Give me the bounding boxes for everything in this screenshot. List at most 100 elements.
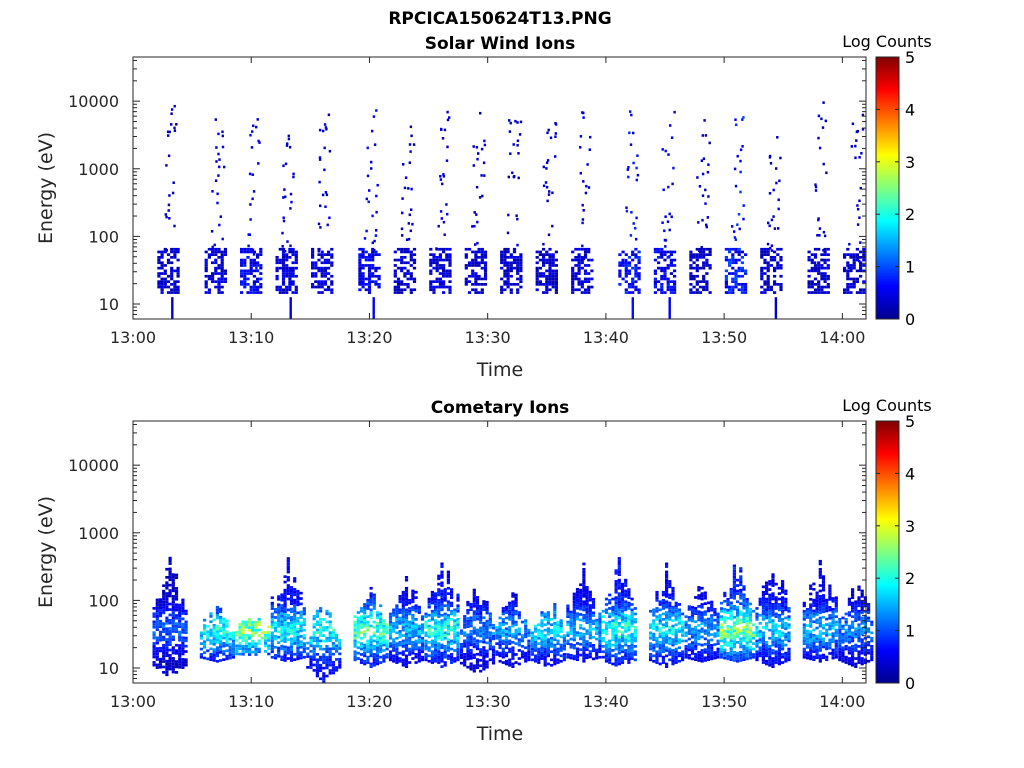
spectrogram-cell (472, 596, 476, 600)
spectrogram-cell (356, 619, 360, 622)
spectrogram-cell (633, 628, 637, 632)
spectrogram-cell (527, 658, 531, 662)
spectrogram-cell (739, 575, 743, 578)
spectrogram-cell (281, 269, 286, 273)
spectrogram-cell (472, 599, 476, 603)
spectrogram-cell (414, 596, 418, 599)
spectrogram-cell (542, 272, 546, 275)
spectrogram-cell (395, 618, 399, 621)
spectrogram-cell (293, 617, 297, 621)
spectrogram-cell (706, 623, 711, 626)
spectrogram-cell (535, 274, 539, 278)
spectrogram-cell (323, 269, 327, 273)
spectrogram-cell (742, 116, 745, 119)
spectrogram-cell (395, 612, 399, 616)
spectrogram-cell (608, 599, 612, 602)
spectrogram-cell (514, 628, 518, 632)
spectrogram-cell (509, 121, 512, 125)
spectrogram-cell (745, 598, 749, 601)
spectrogram-cell (652, 632, 656, 636)
spectrogram-cell (434, 659, 438, 663)
spectrogram-cell (580, 256, 584, 259)
spectrogram-cell (270, 615, 274, 618)
spectrogram-cell (534, 624, 538, 628)
spectrogram-cell (480, 250, 484, 254)
spectrogram-cell (614, 653, 618, 656)
spectrogram-cell (611, 654, 615, 658)
spectrogram-cell (773, 227, 777, 230)
spectrogram-cell (437, 650, 441, 654)
spectrogram-cell (366, 647, 370, 651)
spectrogram-cell (761, 634, 765, 637)
spectrogram-cell (846, 285, 850, 289)
spectrogram-cell (768, 607, 772, 610)
spectrogram-cell (366, 174, 370, 178)
spectrogram-cell (737, 266, 741, 270)
spectrogram-cell (731, 277, 735, 281)
spectrogram-cell (742, 596, 746, 599)
spectrogram-cell (353, 623, 357, 627)
spectrogram-cell (251, 130, 254, 133)
spectrogram-cell (475, 606, 480, 610)
spectrogram-cell (731, 247, 735, 251)
spectrogram-cell (260, 631, 264, 634)
spectrogram-cell (364, 258, 368, 262)
spectrogram-cell (658, 632, 662, 636)
spectrogram-cell (684, 647, 688, 651)
spectrogram-cell (710, 644, 714, 647)
spectrogram-cell (849, 269, 853, 273)
spectrogram-cell (474, 243, 477, 246)
spectrogram-cell (515, 214, 518, 217)
spectrogram-cell (315, 644, 319, 648)
spectrogram-cell (472, 594, 476, 597)
spectrogram-cell (627, 620, 631, 624)
spectrogram-cell (257, 617, 261, 621)
spectrogram-cell (286, 576, 290, 579)
spectrogram-cell (508, 658, 512, 662)
spectrogram-cell (403, 274, 407, 278)
spectrogram-cell (286, 624, 290, 628)
spectrogram-cell (705, 225, 708, 229)
spectrogram-cell (572, 614, 576, 617)
spectrogram-cell (273, 626, 278, 630)
spectrogram-cell (862, 291, 866, 294)
spectrogram-cell (309, 636, 313, 640)
spectrogram-cell (228, 656, 232, 660)
spectrogram-cell (728, 291, 732, 294)
spectrogram-cell (559, 659, 563, 663)
spectrogram-cell (331, 647, 335, 651)
spectrogram-cell (249, 261, 253, 265)
spectrogram-cell (171, 659, 175, 663)
spectrogram-cell (702, 288, 706, 292)
colorbar-tick-label: 2 (905, 205, 915, 224)
spectrogram-cell (601, 631, 605, 635)
spectrogram-cell (442, 250, 446, 254)
spectrogram-cell (404, 589, 409, 593)
spectrogram-cell (296, 654, 300, 658)
spectrogram-cell (420, 623, 425, 627)
spectrogram-cell (684, 639, 688, 643)
spectrogram-cell (508, 647, 512, 651)
spectrogram-cell (690, 619, 695, 623)
spectrogram-cell (726, 657, 730, 661)
spectrogram-cell (585, 621, 589, 624)
spectrogram-cell (168, 194, 171, 197)
spectrogram-cell (690, 652, 695, 655)
spectrogram-cell (491, 623, 496, 627)
spectrogram-cell (548, 274, 552, 278)
spectrogram-cell (731, 288, 735, 292)
spectrogram-cell (463, 658, 467, 662)
spectrogram-cell (551, 261, 555, 265)
spectrogram-cell (184, 639, 188, 643)
spectrogram-cell (569, 618, 573, 622)
spectrogram-cell (328, 631, 332, 634)
spectrogram-cell (543, 655, 547, 659)
spectrogram-cell (775, 181, 778, 185)
spectrogram-cell (585, 632, 589, 635)
spectrogram-cell (585, 629, 589, 633)
spectrogram-cell (620, 601, 625, 605)
spectrogram-cell (167, 154, 171, 158)
spectrogram-cell (273, 624, 278, 627)
spectrogram-cell (395, 604, 399, 608)
spectrogram-cell (453, 635, 457, 639)
